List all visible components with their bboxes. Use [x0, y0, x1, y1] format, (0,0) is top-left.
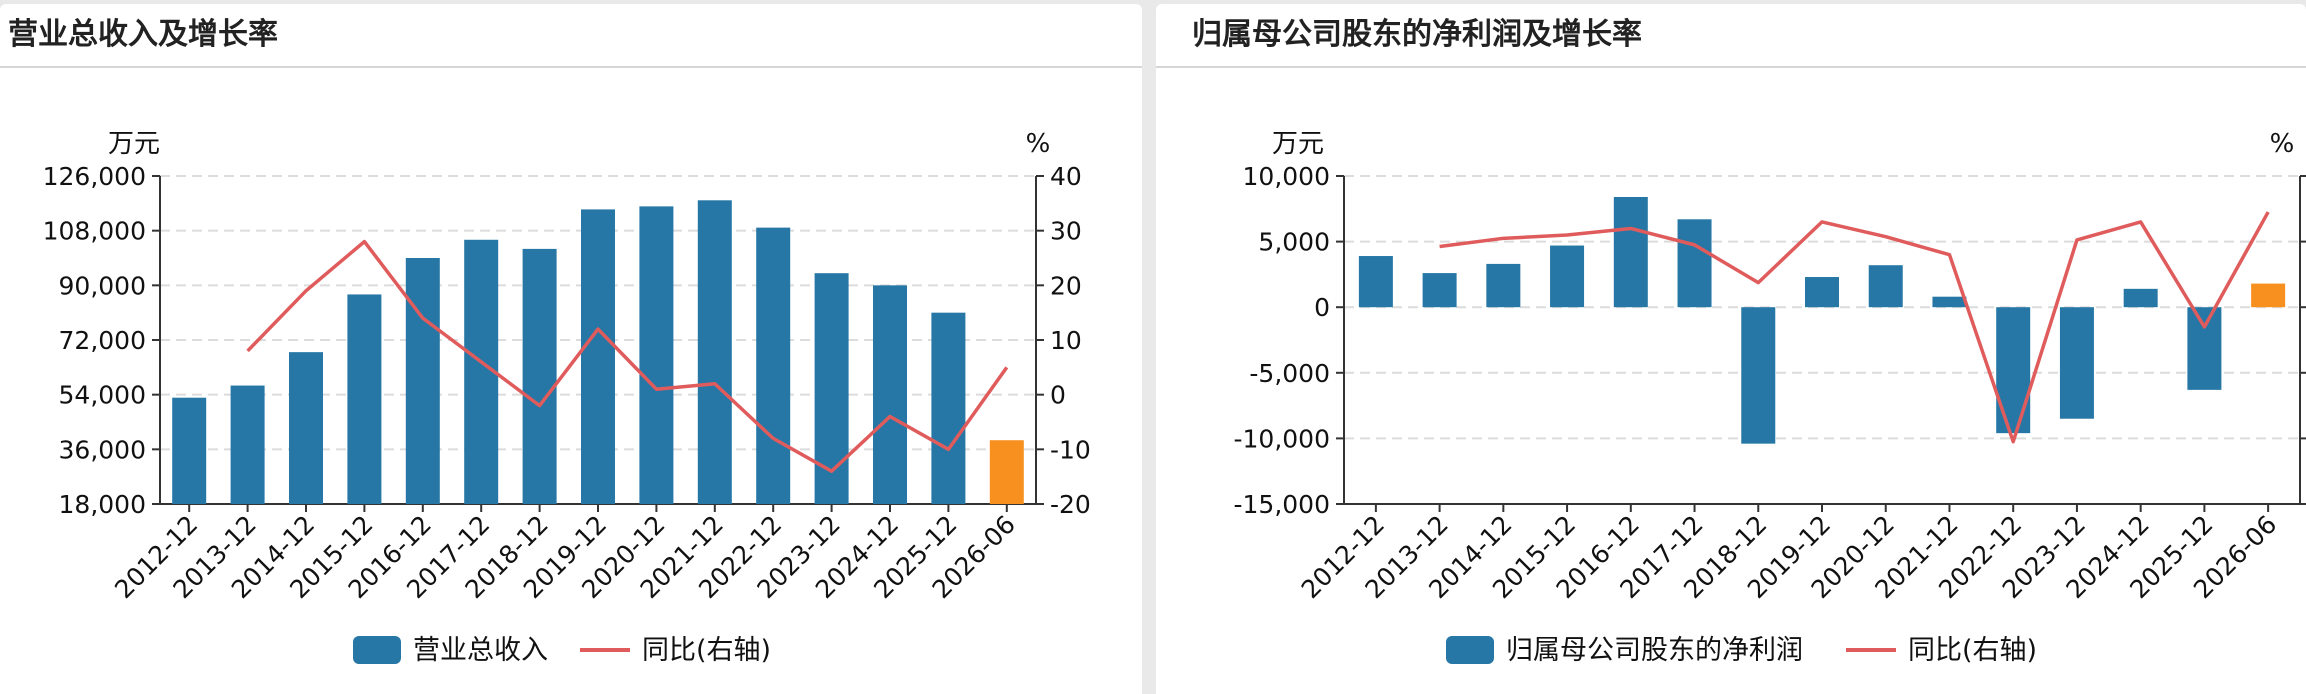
bar	[756, 227, 791, 504]
bar	[347, 294, 382, 504]
left-axis-tick-label: 0	[1314, 293, 1330, 322]
left-axis-tick-label: 72,000	[59, 326, 146, 355]
right-axis-tick-label: 0	[1050, 381, 1066, 410]
bar	[639, 206, 674, 505]
revenue-panel: 营业总收入及增长率 126,000 40 108,000 30 90,000 20 72,0…	[0, 4, 1142, 694]
bar	[1996, 307, 2031, 434]
left-axis-tick-label: 108,000	[43, 217, 146, 246]
legend-line-label: 同比(右轴)	[1908, 635, 2037, 666]
bar	[1358, 256, 1393, 308]
bar	[1550, 245, 1585, 308]
left-axis-tick-label: 90,000	[59, 271, 146, 300]
net-profit-chart: 10,0004005,00000-400-5,000-800-10,000-1,…	[1234, 129, 2306, 666]
left-axis-tick-label: -10,000	[1234, 424, 1331, 453]
left-axis-tick-label: 5,000	[1258, 228, 1330, 257]
bar	[581, 209, 615, 504]
bar	[1422, 273, 1457, 308]
right-axis-tick-label: 40	[1050, 162, 1082, 191]
bar	[1741, 307, 1776, 444]
bar	[1486, 263, 1521, 308]
bar	[1868, 265, 1903, 308]
right-axis-tick-label: -20	[1050, 490, 1091, 519]
legend-bar-label: 营业总收入	[413, 635, 548, 666]
bar	[931, 312, 966, 504]
bar	[1805, 277, 1839, 308]
legend-line-label: 同比(右轴)	[642, 635, 771, 666]
revenue-chart: 126,000 40 108,000 30 90,000 20 72,000 10 54,000…	[43, 129, 1091, 666]
left-axis-tick-label: -15,000	[1234, 490, 1331, 519]
left-axis-tick-label: 36,000	[59, 435, 146, 464]
legend-bar-label: 归属母公司股东的净利润	[1506, 635, 1803, 666]
right-axis-tick-label: 10	[1050, 326, 1082, 355]
legend-bar-swatch	[353, 636, 401, 664]
right-axis-unit: %	[1026, 129, 1051, 159]
bar	[2123, 288, 2158, 308]
bar	[697, 200, 732, 504]
legend-bar-swatch	[1446, 636, 1494, 664]
forecast-bar	[2251, 283, 2286, 308]
right-axis-unit: %	[2270, 129, 2295, 159]
bar	[2059, 307, 2094, 419]
bar	[1613, 196, 1648, 308]
bar	[230, 385, 265, 504]
net-profit-panel: 归属母公司股东的净利润及增长率 10,0004005,00000-400-5,0…	[1156, 4, 2306, 694]
bar	[289, 352, 323, 504]
left-axis-tick-label: 18,000	[59, 490, 146, 519]
forecast-bar	[989, 440, 1024, 504]
left-axis-unit: 万元	[108, 129, 160, 159]
left-axis-tick-label: 54,000	[59, 381, 146, 410]
right-axis-tick-label: 20	[1050, 271, 1082, 300]
right-axis-tick-label: 30	[1050, 217, 1082, 246]
bar	[1677, 219, 1712, 308]
left-axis-tick-label: 126,000	[43, 162, 146, 191]
bar	[172, 397, 207, 504]
growth-rate-line	[1439, 211, 2270, 444]
left-axis-unit: 万元	[1272, 129, 1324, 159]
right-axis-tick-label: -10	[1050, 435, 1091, 464]
left-axis-tick-label: -5,000	[1249, 359, 1330, 388]
left-axis-tick-label: 10,000	[1243, 162, 1330, 191]
bar	[873, 285, 907, 504]
net-profit-chart-title: 归属母公司股东的净利润及增长率	[1156, 4, 2306, 68]
bar	[1932, 296, 1967, 308]
bar	[2187, 307, 2222, 390]
revenue-chart-title: 营业总收入及增长率	[0, 4, 1142, 68]
bar	[522, 248, 557, 504]
bar	[405, 258, 440, 504]
growth-rate-line	[246, 239, 1009, 473]
